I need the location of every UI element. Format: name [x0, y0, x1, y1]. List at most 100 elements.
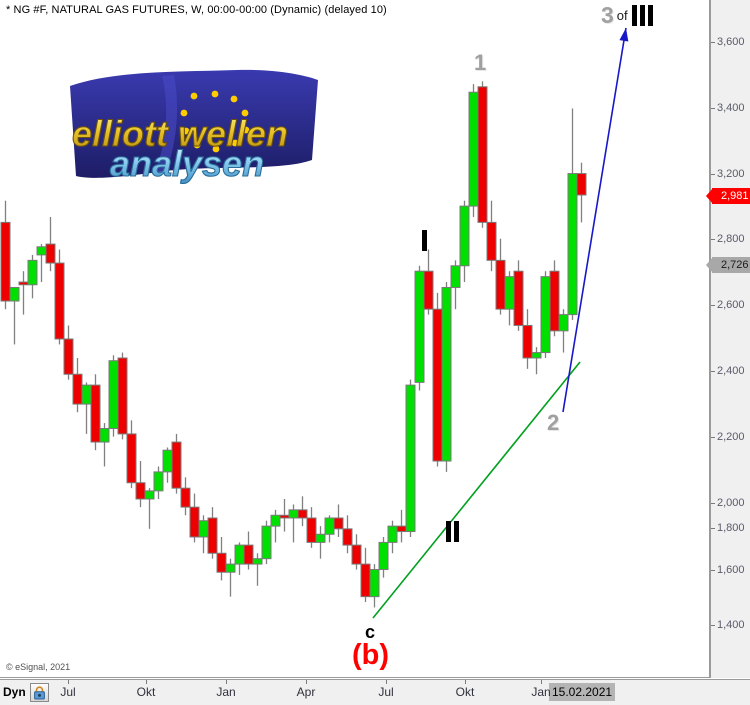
candlestick: [126, 420, 137, 489]
time-tick: [465, 680, 466, 684]
previous-close: 2,726: [706, 257, 750, 273]
candlestick: [423, 249, 434, 315]
roman-bar: [422, 230, 427, 251]
price-marker-value: 2,981: [721, 190, 749, 202]
price-tick: [711, 528, 715, 529]
candlestick: [0, 200, 11, 310]
dyn-mode-label: Dyn: [3, 685, 26, 699]
candlestick: [63, 325, 74, 380]
time-axis-label: Jan: [531, 685, 551, 699]
logo-text-line2: analysen: [110, 143, 264, 184]
marker-notch: [706, 257, 713, 273]
candlestick: [369, 564, 380, 608]
wave-label-c: c: [365, 622, 376, 642]
wave-label-roman-1: [422, 230, 427, 251]
candlestick: [576, 162, 587, 223]
wave-label-2: 2: [547, 410, 560, 435]
candlestick: [54, 249, 65, 345]
brand-logo-watermark: elliott wellen analysen: [62, 68, 330, 196]
candlestick: [558, 309, 569, 353]
wave-label-b: (b): [352, 639, 390, 671]
price-axis[interactable]: 3,6003,4003,2003,0002,8002,6002,4002,200…: [706, 0, 750, 678]
price-marker-value: 2,726: [721, 259, 749, 271]
candlestick: [459, 200, 470, 283]
time-tick: [386, 680, 387, 684]
candlestick: [45, 216, 56, 272]
roman-bar: [639, 5, 645, 26]
price-axis-label: 2,200: [717, 431, 745, 443]
lock-icon[interactable]: [30, 683, 49, 702]
annotation-overlay: [372, 27, 629, 619]
time-tick: [146, 680, 147, 684]
candlestick: [342, 515, 353, 554]
wave-label-3-of-III: 3 of: [601, 2, 653, 29]
price-tick: [711, 108, 715, 109]
candlestick: [549, 260, 560, 337]
candlestick: [351, 534, 362, 570]
arrow-head-icon: [619, 28, 629, 42]
price-tick: [711, 239, 715, 240]
candlestick: [153, 466, 164, 500]
candlestick: [477, 81, 488, 228]
candlestick: [306, 507, 317, 548]
price-axis-label: 2,800: [717, 233, 745, 245]
candlestick: [216, 536, 227, 581]
price-tick: [711, 503, 715, 504]
price-axis-label: 2,600: [717, 299, 745, 311]
candlestick: [441, 282, 452, 472]
price-axis-label: 1,600: [717, 564, 745, 576]
candlestick-series: [0, 81, 587, 608]
chart-plot-area[interactable]: elliott wellen analysen 1 2 3 of c (b) © …: [0, 0, 710, 678]
price-axis-label: 1,800: [717, 522, 745, 534]
candlestick: [522, 309, 533, 369]
price-axis-label: 2,000: [717, 497, 745, 509]
candlestick: [513, 260, 524, 331]
price-axis-label: 3,200: [717, 168, 745, 180]
roman-bar: [647, 5, 653, 26]
candlestick: [144, 488, 155, 529]
candlestick: [378, 536, 389, 578]
price-tick: [711, 174, 715, 175]
last-price: 2,981: [706, 188, 750, 204]
price-tick: [711, 305, 715, 306]
candlestick: [225, 558, 236, 597]
candlestick: [387, 520, 398, 554]
time-axis-label: Jul: [60, 685, 76, 699]
wave-degree-number: 3: [601, 2, 614, 28]
wave-label-roman-2: [446, 521, 459, 542]
price-tick: [711, 437, 715, 438]
time-axis[interactable]: Dyn 15.02.2021 Jul Okt Jan Apr Jul Okt Jan: [0, 679, 750, 705]
logo-text-line1: elliott wellen: [72, 113, 288, 154]
selected-date-label[interactable]: 15.02.2021: [549, 683, 616, 701]
candlestick: [450, 260, 461, 310]
price-axis-label: 3,400: [717, 102, 745, 114]
candlestick: [297, 496, 308, 527]
time-tick: [306, 680, 307, 684]
time-tick: [226, 680, 227, 684]
candlestick: [27, 254, 38, 299]
time-axis-label: Apr: [296, 685, 316, 699]
candlestick: [90, 374, 101, 451]
time-axis-label: Jul: [378, 685, 394, 699]
time-tick: [68, 680, 69, 684]
time-axis-label: Jan: [216, 685, 236, 699]
candlestick: [333, 504, 344, 537]
candlestick: [252, 553, 263, 586]
wave-of-text: of: [616, 8, 628, 23]
price-tick: [711, 625, 715, 626]
marker-notch: [706, 188, 713, 204]
candlestick: [567, 108, 578, 321]
candlestick: [531, 347, 542, 375]
candlestick: [243, 531, 254, 570]
candlestick: [99, 423, 110, 467]
eu-flag-icon: [70, 69, 318, 178]
price-tick: [711, 371, 715, 372]
candlestick: [486, 200, 497, 272]
time-tick: [541, 680, 542, 684]
candlestick: [171, 433, 182, 494]
candlestick: [405, 379, 416, 537]
roman-bar: [454, 521, 459, 542]
support-trendline: [372, 361, 581, 619]
projection-arrow: [562, 27, 627, 413]
